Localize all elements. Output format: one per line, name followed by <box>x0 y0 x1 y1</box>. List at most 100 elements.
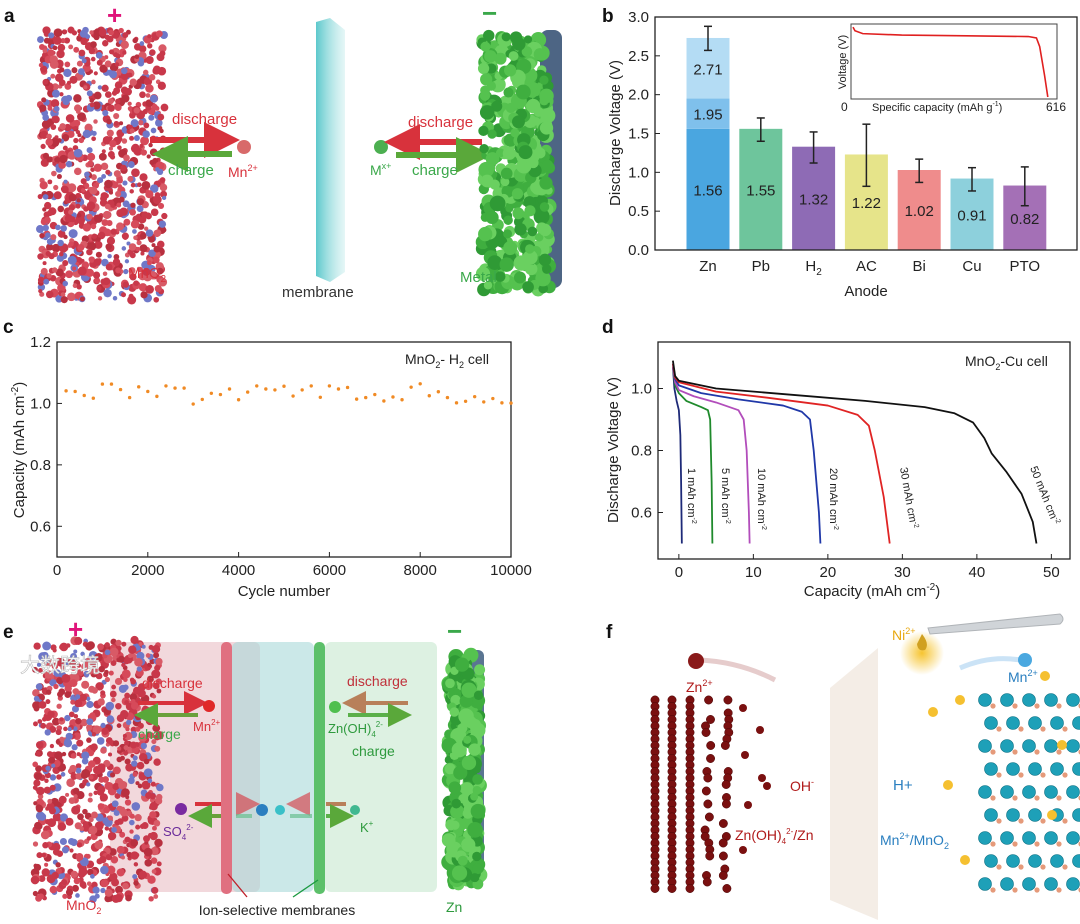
x-tick-label: 30 <box>894 564 911 581</box>
oxygen-atom <box>990 795 996 801</box>
particle <box>100 722 106 729</box>
particle <box>441 833 456 847</box>
particle <box>35 683 43 691</box>
particle <box>461 837 476 852</box>
particle <box>108 848 117 856</box>
particle <box>88 669 94 675</box>
particle <box>86 881 92 886</box>
particle <box>129 78 138 86</box>
particle <box>97 85 103 90</box>
particle <box>140 136 150 146</box>
particle <box>91 233 98 239</box>
particle <box>124 836 131 843</box>
particle <box>44 201 52 210</box>
particle <box>35 765 43 773</box>
y-tick-label: 1.2 <box>30 334 51 351</box>
bar-segment <box>686 98 730 129</box>
particle <box>93 33 100 41</box>
zn-atom <box>701 728 711 737</box>
oxygen-atom <box>1034 841 1040 847</box>
particle <box>38 62 44 68</box>
particle <box>503 215 513 225</box>
particle <box>106 865 116 875</box>
y-tick-label: 3.0 <box>628 9 649 26</box>
particle <box>495 148 505 158</box>
oxygen-atom <box>1034 749 1040 755</box>
particle <box>129 693 138 701</box>
x-tick-label: 4000 <box>222 562 255 579</box>
particle <box>37 36 44 44</box>
particle <box>110 855 119 864</box>
particle <box>61 751 67 757</box>
particle <box>513 271 527 284</box>
particle <box>32 689 40 697</box>
particle <box>67 255 77 265</box>
bar-value-label: 1.32 <box>799 191 828 208</box>
particle <box>89 30 94 35</box>
particle <box>120 164 127 172</box>
particle <box>55 268 64 277</box>
particle <box>144 226 149 231</box>
particle <box>113 170 121 178</box>
particle <box>107 831 117 841</box>
particle <box>33 695 40 702</box>
particle <box>92 101 101 110</box>
particle <box>523 35 533 44</box>
particle <box>105 243 112 250</box>
particle <box>116 756 123 763</box>
particle <box>56 49 65 59</box>
particle <box>68 44 74 50</box>
x-tick-label: 10000 <box>490 562 532 579</box>
particle <box>121 232 129 240</box>
particle <box>514 223 527 236</box>
positive-sign: + <box>68 614 83 644</box>
particle <box>59 123 66 130</box>
mn-atom <box>1022 785 1036 799</box>
particle <box>133 235 138 241</box>
particle <box>86 724 93 731</box>
particle <box>46 85 53 92</box>
particle <box>468 718 482 732</box>
particle <box>486 63 497 74</box>
series-line <box>672 363 891 544</box>
oxygen-atom <box>990 887 996 893</box>
particle <box>136 666 143 672</box>
particle <box>539 121 554 135</box>
charge-label: charge <box>352 743 395 759</box>
particle <box>73 148 83 158</box>
particle <box>153 758 161 766</box>
particle <box>139 244 148 253</box>
particle <box>109 647 119 657</box>
particle <box>136 266 142 271</box>
mn-ion-label: Mn2+ <box>228 163 258 180</box>
particle <box>461 682 477 698</box>
particle <box>133 880 139 886</box>
particle <box>462 808 474 819</box>
particle <box>143 835 151 843</box>
x-tick-label: 0 <box>53 562 61 579</box>
ion-ball <box>275 805 285 815</box>
particle <box>149 811 157 819</box>
zn-atom <box>741 751 749 759</box>
particle <box>450 804 465 819</box>
particle <box>73 713 79 719</box>
particle <box>97 698 105 706</box>
particle <box>499 257 514 272</box>
membrane-label: membrane <box>282 284 354 301</box>
particle <box>538 283 549 294</box>
particle <box>48 756 56 764</box>
particle <box>472 774 483 785</box>
particle <box>81 769 91 778</box>
oxygen-atom <box>1012 887 1018 893</box>
particle <box>72 726 78 732</box>
series-line <box>672 360 1038 544</box>
particle <box>55 657 63 665</box>
particle <box>41 120 51 129</box>
particle <box>135 824 141 830</box>
particle <box>59 251 64 257</box>
particle <box>80 651 85 657</box>
x-tick-label: 40 <box>969 564 986 581</box>
particle <box>93 765 102 775</box>
particle <box>151 739 157 745</box>
particle <box>32 701 41 710</box>
